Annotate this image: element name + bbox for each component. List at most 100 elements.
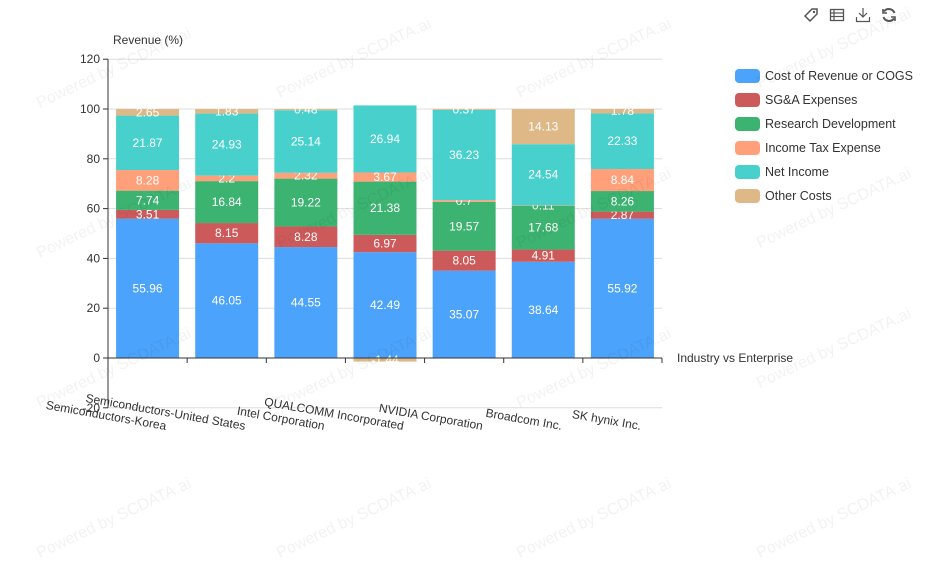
bar-segment[interactable] [116,115,180,171]
bar-segment[interactable] [590,218,654,358]
data-label: 1.78 [611,104,635,118]
bar-segment[interactable] [274,247,338,358]
data-label: 21.38 [370,201,400,215]
data-label: 8.05 [452,254,476,268]
bar-segment[interactable] [353,172,417,182]
bar-segment[interactable] [432,109,496,201]
tag-icon[interactable] [802,6,820,24]
bar-segment[interactable] [274,110,338,173]
bar-segment[interactable] [195,223,259,244]
legend-swatch [735,93,760,107]
data-label: 21.87 [133,136,163,150]
y-tick-label: 80 [87,152,101,166]
legend-label: SG&A Expenses [765,93,858,107]
legend-item[interactable]: SG&A Expenses [735,88,913,112]
bar-segment[interactable] [511,205,575,250]
data-label: 24.54 [528,168,558,182]
bar-segment[interactable] [116,108,180,116]
bar-segment[interactable] [511,261,575,358]
legend: Cost of Revenue or COGS SG&A Expenses Rese… [735,64,913,208]
refresh-icon[interactable] [880,6,898,24]
data-label: 14.13 [528,120,558,134]
data-label: 8.84 [611,173,635,187]
legend-label: Cost of Revenue or COGS [765,69,913,83]
legend-item[interactable]: Income Tax Expense [735,136,913,160]
data-label: 42.49 [370,298,400,312]
y-tick-label: -20 [83,401,101,415]
data-label: 6.97 [373,237,397,251]
bar-segment[interactable] [195,113,259,176]
chart-toolbar [802,6,898,24]
x-tick-label: Broadcom Inc. [485,406,564,433]
bar-segment[interactable] [195,181,259,224]
bar-segment[interactable] [353,181,417,235]
legend-item[interactable]: Cost of Revenue or COGS [735,64,913,88]
bar-segment[interactable] [116,170,180,191]
bar-segment[interactable] [432,200,496,202]
y-tick-label: 60 [87,202,101,216]
bar-segment[interactable] [432,109,496,110]
data-label: 36.23 [449,148,479,162]
bar-segment[interactable] [432,270,496,358]
data-label: 0.37 [452,102,476,116]
bar-segment[interactable] [195,243,259,358]
bar-segment[interactable] [353,358,417,362]
legend-swatch [735,117,760,131]
bar-segment[interactable] [590,191,654,212]
bar-segment[interactable] [590,113,654,170]
data-label: 0.48 [294,103,318,117]
data-label: 25.14 [291,135,321,149]
bar-segment[interactable] [195,175,259,182]
data-view-icon[interactable] [828,6,846,24]
legend-item[interactable]: Other Costs [735,184,913,208]
data-label: 17.68 [528,221,558,235]
y-tick-label: 100 [80,102,100,116]
bar-segment[interactable] [274,172,338,179]
download-icon[interactable] [854,6,872,24]
data-label: 8.28 [294,230,318,244]
bar-segment[interactable] [274,109,338,111]
bar-segment[interactable] [590,109,654,114]
bar-segment[interactable] [353,234,417,253]
legend-label: Income Tax Expense [765,141,881,155]
bar-segment[interactable] [432,201,496,251]
legend-label: Other Costs [765,189,832,203]
bar-segment[interactable] [590,169,654,192]
data-label: 8.26 [611,194,635,208]
y-tick-label: 40 [87,251,101,265]
data-label: 19.22 [291,196,321,210]
bar-segment[interactable] [116,209,180,219]
bar-segment[interactable] [511,108,575,145]
data-label: -1.44 [371,353,399,367]
data-label: 38.64 [528,303,558,317]
data-label: 8.15 [215,226,239,240]
y-axis-title: Revenue (%) [113,33,183,47]
bar-segment[interactable] [353,252,417,358]
data-label: 24.93 [212,138,242,152]
data-label: 55.96 [133,281,163,295]
bar-segment[interactable] [432,250,496,271]
data-label: 2.65 [136,105,160,119]
legend-label: Net Income [765,165,829,179]
data-label: 16.84 [212,195,242,209]
legend-swatch [735,189,760,203]
bar-segment[interactable] [590,211,654,219]
bar-segment[interactable] [511,205,575,206]
legend-item[interactable]: Net Income [735,160,913,184]
data-label: 2.87 [611,208,635,222]
bars: 55.96 3.517.74 8.28 21.87 2.65 46.05 8.15 16.84… [116,102,654,367]
bar-segment[interactable] [353,105,417,173]
bar-segment[interactable] [511,249,575,262]
bar-segment[interactable] [274,226,338,248]
y-tick-label: 0 [93,351,100,365]
bar-segment[interactable] [274,178,338,227]
bar-segment[interactable] [511,144,575,206]
data-label: 3.67 [373,170,397,184]
legend-item[interactable]: Research Development [735,112,913,136]
bar-segment[interactable] [116,190,180,210]
data-label: 7.74 [136,193,160,207]
bar-segment[interactable] [116,218,180,358]
data-label: 1.83 [215,104,239,118]
data-label: 8.28 [136,173,160,187]
bar-segment[interactable] [195,109,259,114]
